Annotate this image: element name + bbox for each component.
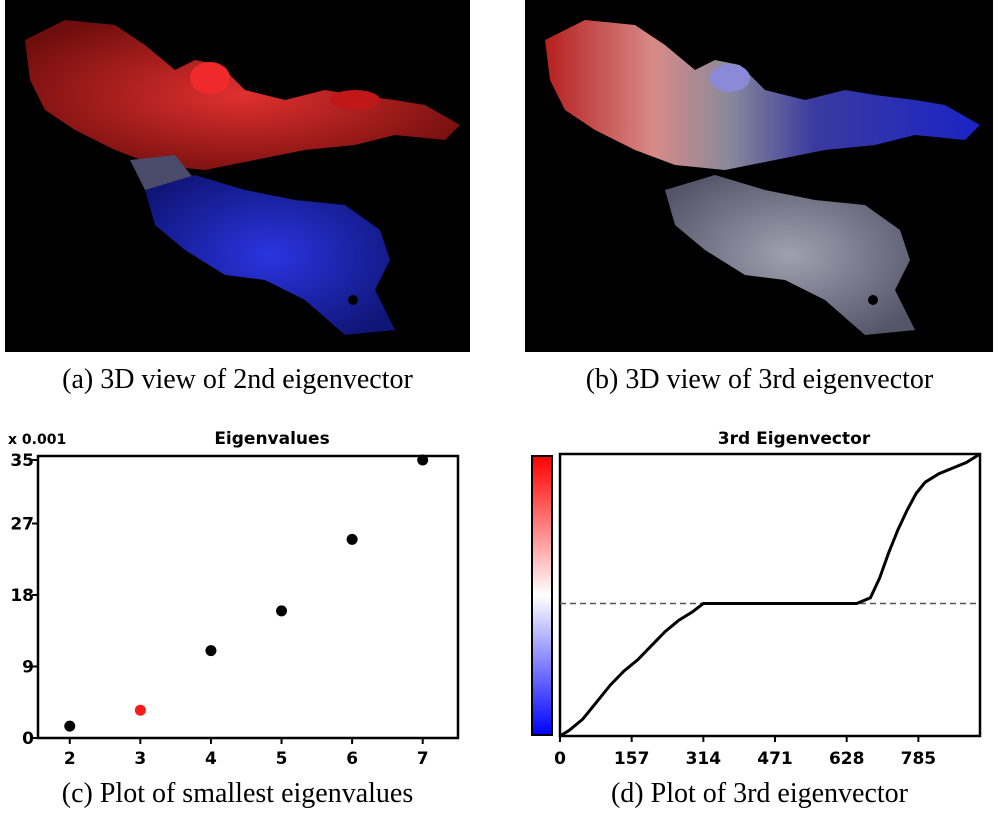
caption-b: (b) 3D view of 3rd eigenvector (585, 364, 934, 395)
chart-title: 3rd Eigenvector (718, 429, 871, 449)
x-tick-label: 785 (901, 749, 937, 769)
caption-a: (a) 3D view of 2nd eigenvector (62, 364, 413, 395)
data-point (205, 645, 217, 657)
x-tick-label: 471 (757, 749, 793, 769)
y-tick-label: 0 (22, 729, 34, 749)
plot-frame (558, 452, 982, 738)
x-tick-label: 6 (346, 749, 358, 769)
mesh-2nd-eigenvector (25, 20, 460, 335)
lower-region (665, 175, 915, 335)
plot-frame (36, 454, 460, 740)
y-tick-label: 9 (22, 658, 34, 678)
panel-c: x 0.001 Eigenvalues 2 3 4 5 6 7 0 9 18 27 35 (c) P… (0, 420, 475, 827)
panel-a: (a) 3D view of 2nd eigenvector (0, 0, 475, 400)
colorbar (531, 455, 553, 736)
x-tick-label: 628 (829, 749, 865, 769)
y-tick-label: 18 (10, 586, 34, 606)
caption-d: (d) Plot of 3rd eigenvector (610, 778, 909, 809)
panel-b: (b) 3D view of 3rd eigenvector (520, 0, 999, 400)
eigenvalues-chart: x 0.001 Eigenvalues 2 3 4 5 6 7 0 9 18 27 35 (8, 429, 460, 769)
x-tick-label: 5 (276, 749, 288, 769)
third-eigenvector-chart: 3rd Eigenvector 0 157 314 471 628 785 (531, 429, 982, 769)
blue-region (145, 175, 395, 335)
data-point (417, 454, 429, 466)
chart-title: Eigenvalues (214, 429, 329, 449)
upper-region (545, 20, 980, 170)
scale-label: x 0.001 (8, 432, 66, 448)
x-tick-label: 3 (134, 749, 146, 769)
render-2nd-eigenvector (5, 0, 470, 352)
red-region (25, 20, 460, 170)
x-tick-label: 314 (686, 749, 722, 769)
x-tick-label: 0 (554, 749, 566, 769)
x-tick-label: 7 (417, 749, 429, 769)
x-tick-label: 4 (205, 749, 217, 769)
caption-c: (c) Plot of smallest eigenvalues (61, 778, 414, 809)
x-tick-label: 157 (614, 749, 650, 769)
panel-d: 3rd Eigenvector 0 157 314 471 628 785 (d) Plo… (520, 420, 999, 827)
x-tick-label: 2 (64, 749, 76, 769)
y-tick-label: 27 (10, 515, 34, 535)
highlighted-point (134, 704, 146, 716)
y-tick-label: 35 (10, 451, 34, 471)
mesh-3rd-eigenvector (545, 20, 980, 335)
eigenvector-curve (559, 452, 981, 738)
data-point (346, 533, 358, 545)
render-3rd-eigenvector (525, 0, 993, 352)
data-point (64, 720, 76, 732)
data-point (276, 605, 288, 617)
